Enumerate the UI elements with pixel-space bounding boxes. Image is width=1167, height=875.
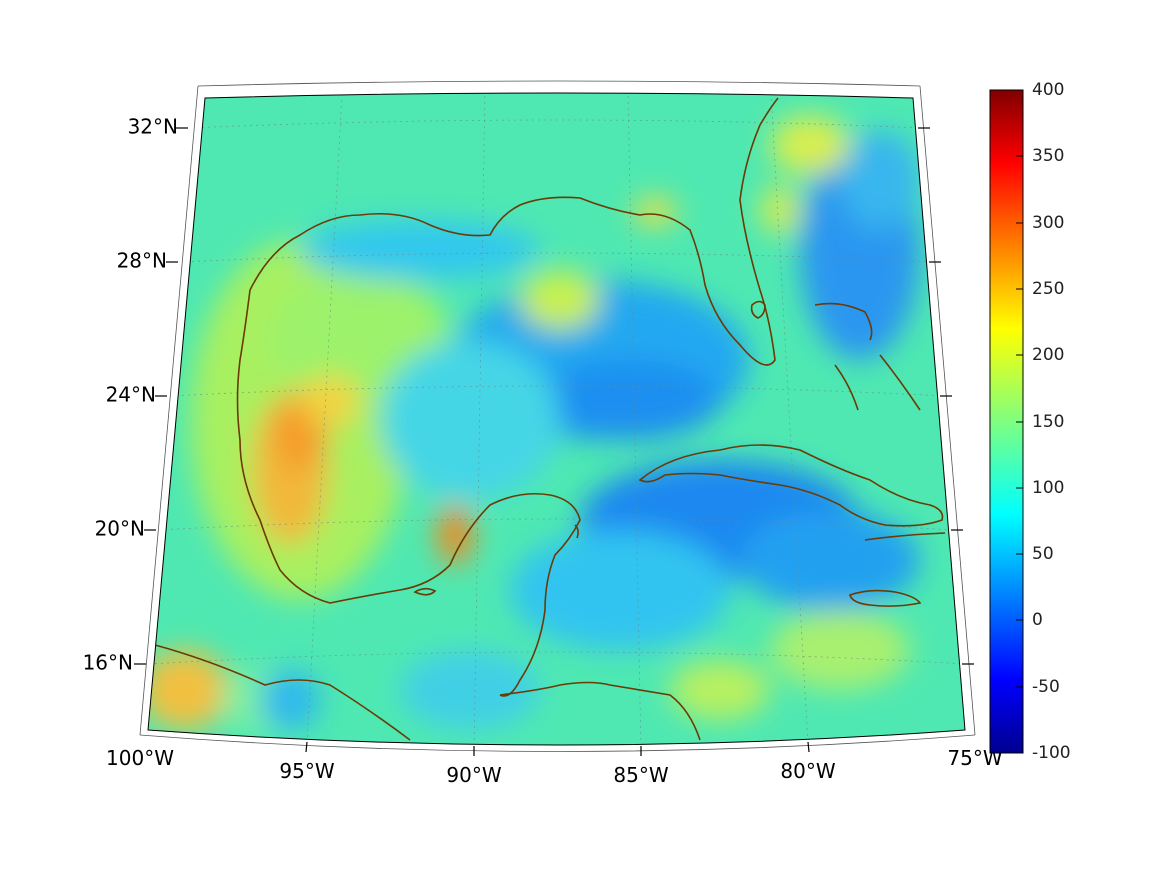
lon-label-95: 95°W (279, 759, 334, 783)
colorbar-tick: 350 (1032, 146, 1064, 166)
colorbar-tick: 400 (1032, 80, 1064, 100)
colorbar-tick: 0 (1032, 610, 1043, 630)
colorbar-tick: 100 (1032, 478, 1064, 498)
lat-label-32: 32°N (128, 115, 178, 139)
map-frame (139, 80, 976, 752)
lat-label-24: 24°N (106, 383, 156, 407)
lat-label-28: 28°N (117, 249, 167, 273)
colorbar-tick: 150 (1032, 412, 1064, 432)
colorbar-tick: 200 (1032, 345, 1064, 365)
lon-label-85: 85°W (613, 763, 668, 787)
lon-label-80: 80°W (780, 759, 835, 783)
lat-label-20: 20°N (95, 517, 145, 541)
colorbar-tick: 250 (1032, 279, 1064, 299)
coastline (154, 97, 946, 741)
colorbar-tick: 50 (1032, 544, 1054, 564)
frame-ticks (134, 127, 974, 756)
lon-label-100: 100°W (106, 746, 174, 770)
lon-label-90: 90°W (446, 763, 501, 787)
map-field (148, 93, 965, 745)
colorbar-tick: 300 (1032, 213, 1064, 233)
colorbar-tick: -50 (1032, 677, 1060, 697)
colorbar: 400 350 300 250 200 150 100 50 0 -50 -10… (989, 80, 1071, 763)
lat-label-16: 16°N (83, 651, 133, 675)
colorbar-tick: -100 (1032, 743, 1071, 763)
